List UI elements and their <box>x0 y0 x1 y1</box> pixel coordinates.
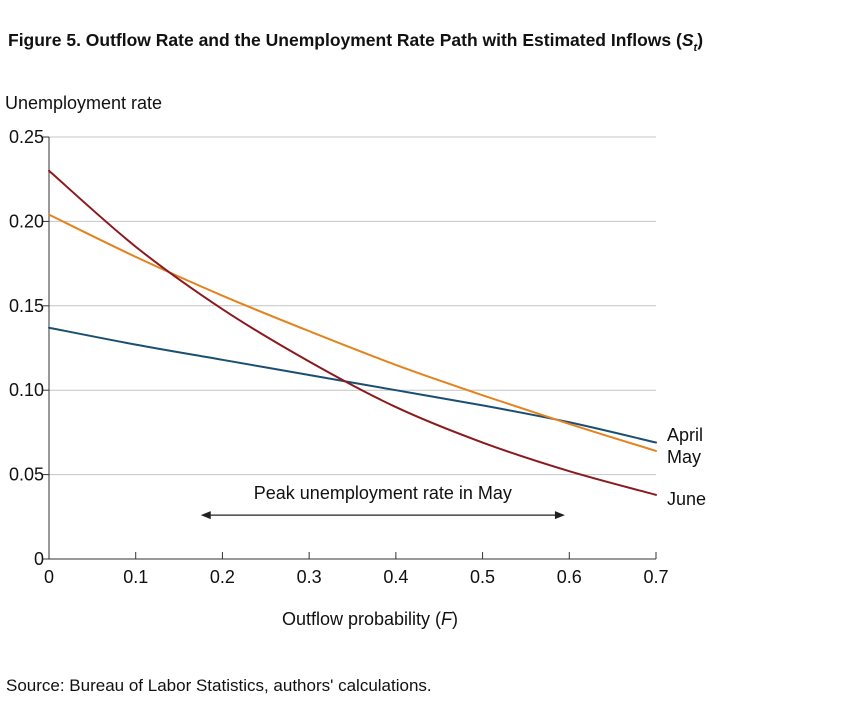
x-tick-label: 0.2 <box>210 567 235 587</box>
title-suffix: ) <box>697 30 704 50</box>
annotation-arrowhead-left <box>200 511 211 520</box>
x-axis-title-prefix: Outflow probability ( <box>282 609 441 629</box>
y-tick-label: 0.10 <box>9 380 44 400</box>
line-chart: Unemployment rate 00.050.100.150.200.25 … <box>5 93 706 629</box>
x-tick-label: 0.1 <box>123 567 148 587</box>
y-tick-label: 0.15 <box>9 296 44 316</box>
title-prefix: Figure 5. Outflow Rate and the Unemploym… <box>8 30 682 50</box>
x-tick-labels: 0 0.1 0.2 0.3 0.4 0.5 0.6 0.7 <box>44 567 669 587</box>
x-axis-title-symbol: F <box>441 609 453 629</box>
figure-title: Figure 5. Outflow Rate and the Unemploym… <box>8 30 704 54</box>
y-tick-label: 0.05 <box>9 465 44 485</box>
annotation-arrowhead-right <box>554 511 565 520</box>
x-tick-label: 0 <box>44 567 54 587</box>
x-axis-title: Outflow probability (F) <box>282 609 458 629</box>
axes <box>43 136 657 560</box>
y-tick-label: 0 <box>34 549 44 569</box>
series-label-may: May <box>667 447 701 467</box>
title-subscript: t <box>693 42 698 54</box>
series-lines <box>48 169 657 496</box>
annotation-text: Peak unemployment rate in May <box>254 483 512 503</box>
title-symbol: S <box>681 30 694 50</box>
annotation: Peak unemployment rate in May <box>200 483 565 520</box>
y-axis-title: Unemployment rate <box>5 93 162 113</box>
series-label-april: April <box>667 425 703 445</box>
x-tick-label: 0.3 <box>297 567 322 587</box>
x-tick-label: 0.6 <box>557 567 582 587</box>
series-line-june <box>48 169 657 496</box>
x-axis-title-suffix: ) <box>452 609 458 629</box>
series-label-june: June <box>667 489 706 509</box>
x-tick-label: 0.4 <box>383 567 408 587</box>
series-line-may <box>48 213 657 452</box>
y-tick-label: 0.25 <box>9 127 44 147</box>
gridlines <box>49 136 656 476</box>
source-note: Source: Bureau of Labor Statistics, auth… <box>6 676 432 695</box>
x-tick-label: 0.5 <box>470 567 495 587</box>
y-tick-label: 0.20 <box>9 211 44 231</box>
x-tick-label: 0.7 <box>643 567 668 587</box>
y-tick-labels: 0 0.05 0.10 0.15 0.20 0.25 <box>9 127 44 569</box>
